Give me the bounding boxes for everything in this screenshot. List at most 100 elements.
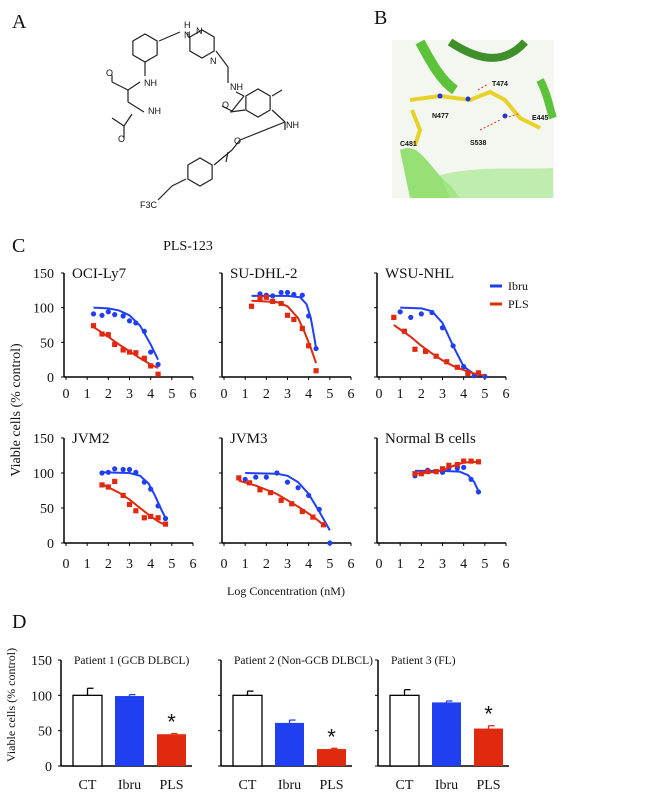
x-tick-label: 3 (439, 557, 446, 572)
y-tick-label: 100 (33, 467, 54, 482)
ibru-data-point (299, 292, 305, 298)
bond (213, 149, 233, 166)
bar-chart: 0 50 100 150 Patient 1 (GCB DLBCL) CT Ibru * PLS (31, 654, 192, 793)
atom-label: NH (230, 82, 243, 92)
pls-data-point (141, 515, 147, 521)
bond (111, 81, 129, 91)
ibru-data-point (141, 479, 147, 485)
pls-data-point (299, 508, 305, 515)
y-tick-label: 150 (33, 432, 54, 447)
pls-data-point (133, 350, 139, 356)
category-label: CT (396, 778, 414, 793)
pls-data-point (105, 484, 111, 490)
subplot-title: SU-DHL-2 (230, 266, 298, 282)
ibru-data-point (120, 313, 126, 319)
ligand (410, 109, 423, 146)
ibru-bar (432, 702, 461, 766)
hydrogen-bonds (477, 83, 519, 131)
ibru-data-point (133, 469, 139, 475)
atom-label: NH (144, 78, 157, 88)
pls-data-point (306, 343, 312, 349)
category-label: PLS (319, 778, 343, 793)
bond (158, 31, 181, 42)
y-tick-label: 150 (31, 654, 52, 669)
panel-label-d: D (12, 611, 26, 633)
pls-data-point (99, 331, 105, 337)
ibru-data-point (141, 328, 147, 334)
bond (123, 113, 133, 127)
x-tick-label: 1 (84, 557, 91, 572)
pls-data-point (257, 487, 263, 493)
pls-data-point (246, 480, 252, 486)
category-label: Ibru (278, 778, 301, 793)
dose-response-chart: 0 1 2 3 4 5 6 JVM3 (219, 431, 355, 572)
x-tick-label: 3 (126, 557, 133, 572)
ibru-data-point (162, 515, 169, 522)
ibru-bar (115, 696, 144, 766)
significance-marker: * (167, 709, 176, 734)
x-axis-label: Log Concentration (nM) (227, 584, 345, 598)
pls-data-point (248, 303, 255, 309)
pls-data-point (278, 497, 284, 503)
atom-label: NH (148, 106, 161, 116)
x-tick-label: 5 (168, 387, 175, 402)
ibru-data-point (99, 470, 105, 476)
x-tick-label: 4 (147, 557, 154, 572)
residue-label: N477 (432, 113, 449, 120)
atom-label: H (184, 20, 191, 30)
x-tick-label: 5 (481, 387, 488, 402)
phenyl-ring (132, 33, 158, 63)
bar-chart: Patient 3 (FL) CT Ibru * PLS (375, 655, 509, 793)
pls-data-point (444, 359, 450, 365)
pls-data-point (155, 371, 161, 377)
ct-bar (232, 694, 263, 767)
y-tick-label: 150 (33, 267, 54, 282)
bond (271, 89, 283, 97)
ibru-data-point (408, 314, 414, 320)
ibru-data-point (126, 318, 133, 324)
ibru-fit-curve (101, 471, 167, 519)
ibru-data-point (242, 476, 248, 482)
atom-label: O (118, 134, 125, 144)
pls-data-point (391, 314, 397, 320)
pls-data-point (433, 353, 439, 359)
pls-data-point (126, 501, 133, 508)
category-label: Ibru (435, 778, 458, 793)
pls-fit-curve (101, 483, 166, 526)
ibru-fit-curve (251, 294, 318, 349)
x-tick-label: 5 (481, 557, 488, 572)
pls-fit-curve (393, 324, 486, 377)
subplot-title: Patient 1 (GCB DLBCL) (74, 655, 189, 667)
x-tick-label: 0 (376, 557, 383, 572)
x-tick-label: 2 (105, 387, 112, 402)
ibru-fit-curve (414, 469, 480, 492)
ibru-data-point (270, 293, 276, 299)
pls-bar (157, 734, 186, 766)
x-tick-label: 1 (242, 557, 249, 572)
x-tick-label: 6 (503, 387, 510, 402)
ibru-data-point (263, 474, 269, 480)
bond (239, 121, 286, 141)
ibru-bar (275, 722, 304, 766)
helix-ribbon (536, 78, 557, 120)
x-tick-label: 3 (439, 387, 446, 402)
x-tick-label: 1 (397, 387, 404, 402)
x-tick-label: 1 (397, 557, 404, 572)
trifluoromethylphenyl-ring (187, 157, 213, 187)
pls-data-point (278, 300, 284, 307)
x-tick-label: 5 (326, 557, 333, 572)
ibru-data-point (155, 503, 161, 509)
pls-data-point (454, 462, 460, 468)
pls-data-point (289, 501, 295, 507)
x-tick-label: 6 (503, 557, 510, 572)
x-tick-label: 1 (242, 387, 249, 402)
y-tick-label: 0 (47, 537, 54, 552)
x-tick-label: 0 (221, 387, 228, 402)
ibru-data-point (439, 325, 446, 331)
x-tick-label: 2 (105, 557, 112, 572)
x-tick-label: 4 (305, 557, 312, 572)
nitrogen-atom (437, 93, 443, 99)
category-label: PLS (159, 778, 183, 793)
pls-data-point (112, 478, 118, 484)
ibru-data-point (99, 312, 105, 318)
